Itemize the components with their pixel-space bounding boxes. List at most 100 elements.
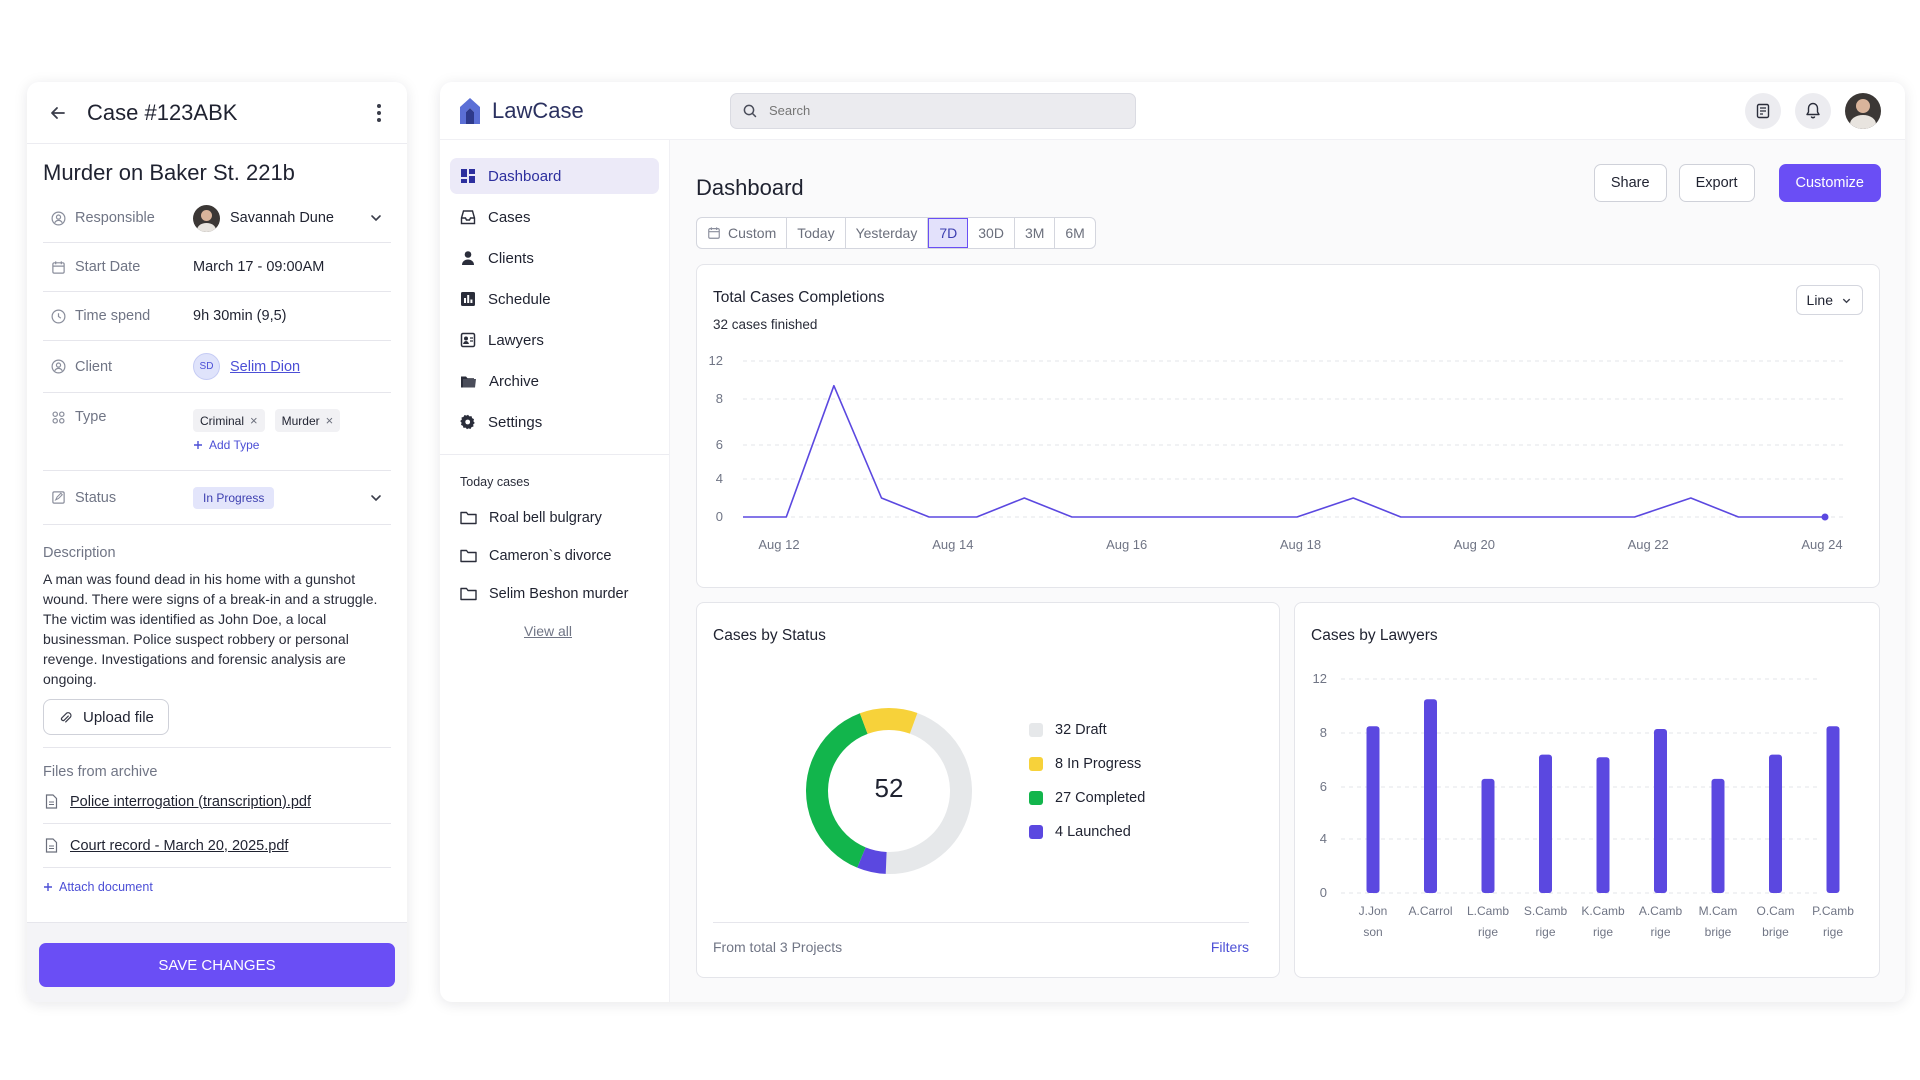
top-bar: LawCase bbox=[440, 82, 1905, 140]
user-avatar[interactable] bbox=[1845, 92, 1881, 129]
today-case-item[interactable]: Roal bell bulgrary bbox=[460, 499, 669, 537]
add-type-button[interactable]: Add Type bbox=[193, 438, 259, 452]
plus-icon bbox=[193, 440, 203, 450]
lawyers-bar-chart: 0 4 6 8 12 J.Jon son A.Carrol L.Camb rige S.Camb ri… bbox=[1313, 671, 1855, 939]
completions-line-chart: 0 4 6 8 12 Aug 12 Aug 14 Aug 16 Aug 18 Aug 20 Aug … bbox=[709, 353, 1847, 552]
today-cases-label: Today cases bbox=[460, 475, 530, 489]
type-label: Type bbox=[75, 409, 107, 425]
sidebar-nav: Dashboard Cases Clients Schedule Lawyers… bbox=[440, 140, 669, 440]
x-tick-label: L.Camb bbox=[1467, 904, 1509, 918]
close-icon[interactable]: × bbox=[250, 413, 258, 428]
folder-icon bbox=[460, 374, 477, 389]
start-date-label: Start Date bbox=[75, 259, 141, 275]
chart-type-select[interactable]: Line bbox=[1795, 285, 1863, 315]
more-options-icon[interactable] bbox=[367, 98, 391, 128]
description-text: A man was found dead in his home with a … bbox=[43, 571, 378, 687]
bar bbox=[1366, 726, 1380, 893]
bar bbox=[1596, 757, 1610, 893]
x-tick-label: Aug 16 bbox=[1106, 537, 1147, 552]
chart-icon bbox=[460, 291, 476, 307]
description-label: Description bbox=[43, 545, 116, 561]
responsible-row[interactable]: Responsible Savannah Dune bbox=[43, 194, 391, 243]
sidebar-item-dashboard[interactable]: Dashboard bbox=[450, 158, 659, 194]
today-case-item[interactable]: Cameron`s divorce bbox=[460, 537, 669, 575]
close-icon[interactable]: × bbox=[325, 413, 334, 428]
search-bar[interactable] bbox=[730, 92, 1136, 129]
y-tick-label: 12 bbox=[709, 353, 723, 368]
range-custom[interactable]: Custom bbox=[697, 218, 788, 248]
chevron-down-icon bbox=[1841, 295, 1852, 306]
sidebar-item-settings[interactable]: Settings bbox=[450, 404, 659, 440]
case-detail-panel: Case #123ABK Murder on Baker St. 221b Re… bbox=[27, 82, 407, 1002]
range-7d[interactable]: 7D bbox=[928, 218, 969, 248]
share-button[interactable]: Share bbox=[1593, 164, 1667, 202]
y-tick-label: 0 bbox=[1320, 885, 1327, 900]
x-tick-label: rige bbox=[1535, 925, 1555, 939]
save-changes-button[interactable]: SAVE CHANGES bbox=[39, 943, 395, 987]
x-tick-label: P.Camb bbox=[1812, 904, 1854, 918]
range-6m[interactable]: 6M bbox=[1065, 225, 1085, 241]
sidebar-item-archive[interactable]: Archive bbox=[450, 363, 659, 399]
y-tick-label: 0 bbox=[716, 509, 723, 524]
file-item[interactable]: Court record - March 20, 2025.pdf bbox=[43, 824, 391, 868]
x-tick-label: S.Camb bbox=[1524, 904, 1568, 918]
bar bbox=[1481, 778, 1495, 893]
lawyers-card: Cases by Lawyers 0 4 6 8 12 J.Jon son A.Carrol L… bbox=[1294, 602, 1880, 978]
file-item[interactable]: Police interrogation (transcription).pdf bbox=[43, 780, 391, 824]
search-input[interactable] bbox=[769, 103, 1109, 118]
export-button[interactable]: Export bbox=[1678, 164, 1755, 202]
chevron-down-icon[interactable] bbox=[369, 211, 383, 225]
grid-icon bbox=[51, 410, 66, 425]
legend-item-completed: 27 Completed bbox=[1029, 781, 1145, 815]
client-label: Client bbox=[75, 358, 113, 375]
today-case-item[interactable]: Selim Beshon murder bbox=[460, 575, 669, 613]
brand-logo[interactable]: LawCase bbox=[458, 97, 708, 125]
customize-button[interactable]: Customize bbox=[1778, 164, 1881, 202]
status-row[interactable]: Status In Progress bbox=[43, 471, 391, 525]
sidebar-item-schedule[interactable]: Schedule bbox=[450, 281, 659, 317]
bar bbox=[1654, 728, 1667, 893]
bar bbox=[1711, 778, 1725, 893]
filters-link[interactable]: Filters bbox=[1210, 939, 1249, 955]
gear-icon bbox=[460, 414, 476, 430]
notes-icon bbox=[1755, 103, 1771, 119]
range-today[interactable]: Today bbox=[787, 218, 846, 248]
start-date-value: March 17 - 09:00AM bbox=[193, 259, 325, 275]
x-tick-label: son bbox=[1363, 925, 1382, 939]
page-title: Dashboard bbox=[696, 175, 804, 200]
status-legend: 32 Draft 8 In Progress 27 Completed 4 La… bbox=[1029, 713, 1145, 849]
responsible-value: Savannah Dune bbox=[230, 210, 334, 226]
file-name[interactable]: Court record - March 20, 2025.pdf bbox=[70, 837, 289, 854]
id-card-icon bbox=[460, 332, 476, 348]
view-all-link[interactable]: View all bbox=[524, 623, 572, 639]
notes-button[interactable] bbox=[1745, 92, 1781, 129]
file-name[interactable]: Police interrogation (transcription).pdf bbox=[70, 793, 311, 810]
dashboard-icon bbox=[460, 168, 476, 184]
y-tick-label: 8 bbox=[1320, 725, 1327, 740]
sidebar-item-lawyers[interactable]: Lawyers bbox=[450, 322, 659, 358]
client-link[interactable]: Selim Dion bbox=[230, 358, 301, 375]
attach-document-button[interactable]: Attach document bbox=[43, 880, 391, 894]
range-yesterday[interactable]: Yesterday bbox=[846, 218, 929, 248]
back-arrow-icon[interactable] bbox=[43, 98, 73, 128]
paperclip-icon bbox=[58, 710, 73, 725]
bar bbox=[1826, 726, 1840, 893]
range-30d[interactable]: 30D bbox=[968, 218, 1015, 248]
user-circle-icon bbox=[51, 359, 66, 374]
status-label: Status bbox=[75, 489, 117, 506]
range-3m[interactable]: 3M bbox=[1015, 218, 1056, 248]
save-bar: SAVE CHANGES bbox=[27, 922, 407, 1002]
status-card-title: Cases by Status bbox=[713, 627, 826, 644]
calendar-icon bbox=[51, 260, 66, 275]
logo-icon bbox=[458, 97, 482, 125]
chevron-down-icon[interactable] bbox=[369, 491, 383, 505]
sidebar-item-clients[interactable]: Clients bbox=[450, 240, 659, 276]
notifications-button[interactable] bbox=[1795, 92, 1831, 129]
status-badge: In Progress bbox=[193, 486, 275, 509]
x-tick-label: A.Carrol bbox=[1408, 904, 1452, 918]
type-chip: Murder × bbox=[274, 409, 341, 432]
status-card-footer: From total 3 Projects Filters bbox=[713, 922, 1249, 955]
sidebar-item-cases[interactable]: Cases bbox=[450, 199, 659, 235]
upload-file-button[interactable]: Upload file bbox=[43, 699, 169, 735]
legend-swatch bbox=[1029, 723, 1043, 737]
